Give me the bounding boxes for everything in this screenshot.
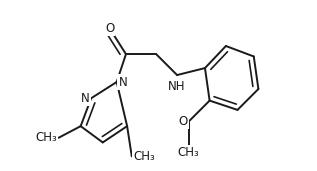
- Text: O: O: [105, 22, 114, 35]
- Text: N: N: [81, 92, 90, 105]
- Text: N: N: [119, 76, 127, 89]
- Text: NH: NH: [168, 80, 186, 93]
- Text: CH₃: CH₃: [178, 146, 200, 159]
- Text: O: O: [178, 115, 188, 128]
- Text: CH₃: CH₃: [36, 131, 57, 144]
- Text: CH₃: CH₃: [133, 150, 155, 163]
